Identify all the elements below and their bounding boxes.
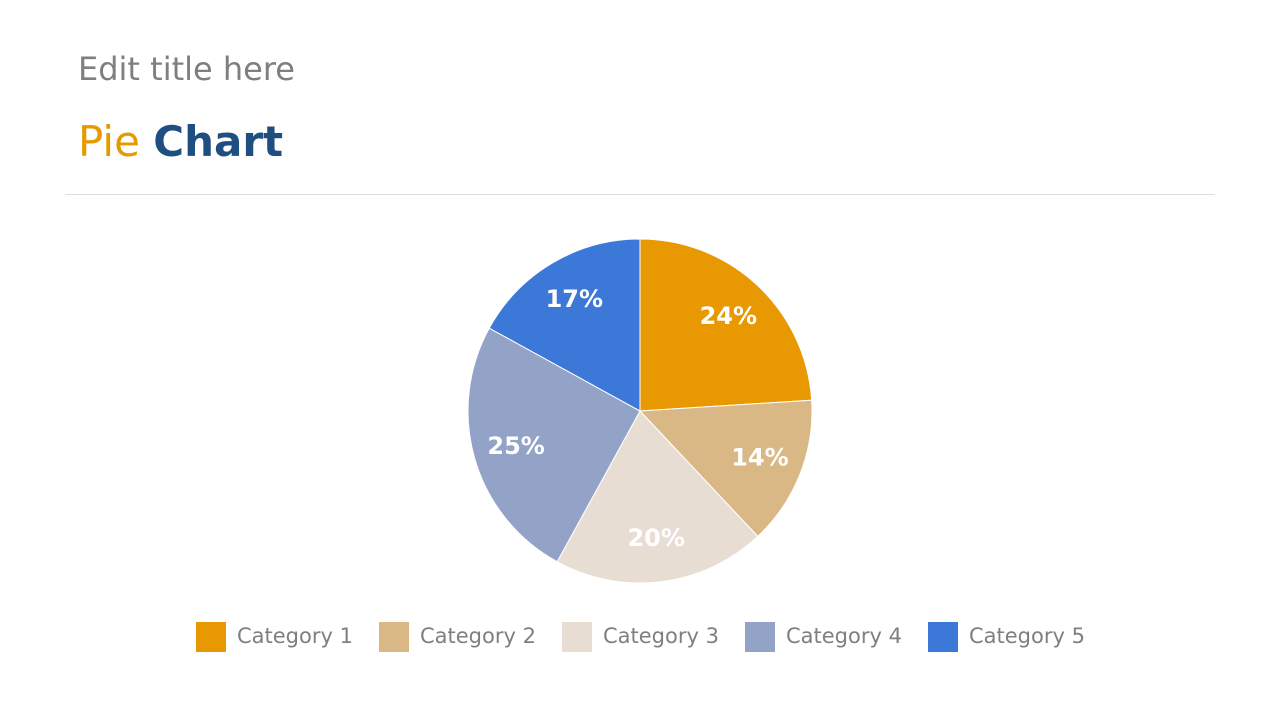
- title-accent: Pie: [78, 117, 140, 166]
- data-label: 24%: [700, 302, 757, 330]
- legend-swatch: [196, 622, 226, 652]
- title-main: Chart: [153, 117, 283, 166]
- data-label: 20%: [627, 524, 684, 552]
- data-label: 17%: [546, 285, 603, 313]
- pie-slice: [639, 238, 813, 412]
- legend-label: Category 5: [969, 624, 1085, 648]
- legend-label: Category 1: [237, 624, 353, 648]
- legend-swatch: [562, 622, 592, 652]
- legend-swatch: [745, 622, 775, 652]
- legend-label: Category 3: [603, 624, 719, 648]
- kicker: Edit title here: [78, 50, 295, 88]
- legend-swatch: [379, 622, 409, 652]
- legend-swatch: [928, 622, 958, 652]
- legend: Category 1 Category 2 Category 3 Category 4…: [196, 622, 1085, 652]
- slide-title: Pie Chart: [78, 117, 283, 166]
- pie-slice: [467, 327, 641, 563]
- legend-label: Category 2: [420, 624, 536, 648]
- data-label: 14%: [731, 443, 788, 471]
- pie-slice: [638, 399, 813, 538]
- data-label: 25%: [487, 432, 544, 460]
- pie: 24% 14% 20% 25% 17%: [467, 238, 813, 584]
- pie-slice: [556, 410, 759, 584]
- legend-label: Category 4: [786, 624, 902, 648]
- pie-slice: [488, 238, 641, 412]
